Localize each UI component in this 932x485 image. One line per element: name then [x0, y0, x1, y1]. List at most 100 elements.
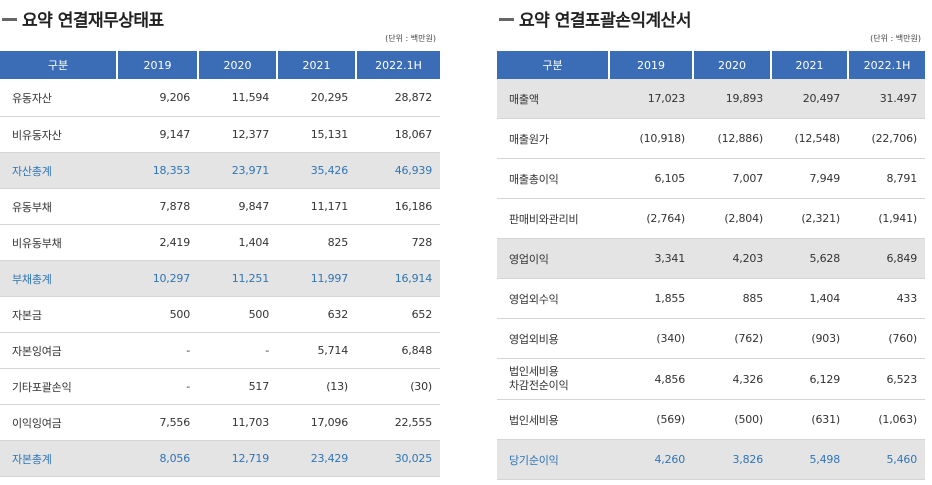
table-header-row: 구분 2019 2020 2021 2022.1H [0, 51, 440, 79]
row-label-line: 법인세비용 [509, 365, 559, 378]
cell-value: (569) [609, 399, 693, 440]
cell-value: 30,025 [356, 440, 440, 477]
cell-value: 1,404 [771, 278, 848, 319]
table-row: 매출액 17,023 19,893 20,497 31.497 [497, 79, 925, 119]
cell-value: 5,498 [771, 439, 848, 480]
table-row: 법인세비용 차감전순이익 4,856 4,326 6,129 6,523 [497, 358, 925, 400]
cell-value: 12,719 [198, 440, 277, 477]
income-statement-unit: (단위 : 백만원) [870, 34, 921, 43]
cell-value: 6,523 [848, 358, 925, 400]
cell-value: 7,878 [117, 188, 198, 225]
row-label: 비유동부채 [0, 224, 117, 261]
cell-value: 22,555 [356, 404, 440, 441]
cell-value: (762) [693, 318, 771, 359]
row-label: 자산총계 [0, 152, 117, 189]
row-label-line: 차감전순이익 [509, 379, 569, 392]
row-label: 법인세비용 차감전순이익 [497, 358, 609, 400]
cell-value: (12,886) [693, 118, 771, 159]
column-header: 2021 [276, 51, 356, 79]
cell-value: 6,848 [356, 332, 440, 369]
cell-value: 15,131 [277, 116, 356, 153]
cell-value: 885 [693, 278, 771, 319]
cell-value: 728 [356, 224, 440, 261]
cell-value: 7,556 [117, 404, 198, 441]
income-statement-title-text: 요약 연결포괄손익계산서 [519, 11, 691, 31]
cell-value: 8,056 [117, 440, 198, 477]
cell-value: 517 [198, 368, 277, 405]
cell-value: 20,497 [771, 79, 848, 119]
cell-value: 10,297 [117, 260, 198, 297]
cell-value: (10,918) [609, 118, 693, 159]
table-row: 당기순이익 4,260 3,826 5,498 5,460 [497, 439, 925, 480]
income-statement-title: 요약 연결포괄손익계산서 [499, 6, 691, 31]
table-row: 매출원가 (10,918) (12,886) (12,548) (22,706) [497, 118, 925, 159]
cell-value: 20,295 [277, 79, 356, 117]
cell-value: (2,321) [771, 198, 848, 239]
table-row: 이익잉여금 7,556 11,703 17,096 22,555 [0, 404, 440, 441]
cell-value: 23,429 [277, 440, 356, 477]
column-header: 구분 [497, 51, 609, 79]
income-statement-table: 구분 2019 2020 2021 2022.1H 매출액 17,023 19,89… [497, 51, 925, 480]
cell-value: 9,847 [198, 188, 277, 225]
cell-value: 16,186 [356, 188, 440, 225]
table-row: 영업이익 3,341 4,203 5,628 6,849 [497, 238, 925, 279]
cell-value: 433 [848, 278, 925, 319]
cell-value: 3,341 [609, 238, 693, 279]
cell-value: (760) [848, 318, 925, 359]
cell-value: 9,147 [117, 116, 198, 153]
table-row: 법인세비용 (569) (500) (631) (1,063) [497, 399, 925, 440]
cell-value: 11,594 [198, 79, 277, 117]
cell-value: 6,849 [848, 238, 925, 279]
cell-value: 500 [117, 296, 198, 333]
column-header: 2021 [770, 51, 848, 79]
row-label: 유동자산 [0, 79, 117, 117]
row-label: 자본총계 [0, 440, 117, 477]
row-label: 법인세비용 [497, 399, 609, 440]
cell-value: 23,971 [198, 152, 277, 189]
cell-value: 35,426 [277, 152, 356, 189]
table-row: 기타포괄손익 -517 (13) (30) [0, 368, 440, 405]
column-header: 2022.1H [847, 51, 925, 79]
cell-value: 1,855 [609, 278, 693, 319]
cell-value: 1,404 [198, 224, 277, 261]
cell-value: 4,260 [609, 439, 693, 480]
row-label: 매출액 [497, 79, 609, 119]
column-header: 2019 [116, 51, 198, 79]
cell-value: 652 [356, 296, 440, 333]
row-label: 판매비와관리비 [497, 198, 609, 239]
balance-sheet-title-text: 요약 연결재무상태표 [22, 11, 164, 31]
cell-value: (631) [771, 399, 848, 440]
row-label: 영업이익 [497, 238, 609, 279]
column-header: 2019 [608, 51, 693, 79]
balance-sheet-title: 요약 연결재무상태표 [2, 6, 164, 31]
column-header: 2020 [692, 51, 771, 79]
table-row: 유동부채 7,878 9,847 11,171 16,186 [0, 188, 440, 225]
cell-value: 17,096 [277, 404, 356, 441]
cell-value: (13) [277, 368, 356, 405]
cell-value: 17,023 [609, 79, 693, 119]
cell-value: 9,206 [117, 79, 198, 117]
row-label: 자본금 [0, 296, 117, 333]
cell-value: (22,706) [848, 118, 925, 159]
table-row: 자본금 500 500 632 652 [0, 296, 440, 333]
cell-value: 16,914 [356, 260, 440, 297]
cell-value: 18,353 [117, 152, 198, 189]
table-row: 영업외비용 (340) (762) (903) (760) [497, 318, 925, 359]
table-header-row: 구분 2019 2020 2021 2022.1H [497, 51, 925, 79]
cell-value: 5,460 [848, 439, 925, 480]
cell-value: 46,939 [356, 152, 440, 189]
cell-value: 11,703 [198, 404, 277, 441]
table-row: 비유동자산 9,147 12,377 15,131 18,067 [0, 116, 440, 153]
table-row: 자본총계 8,056 12,719 23,429 30,025 [0, 440, 440, 477]
balance-sheet-unit: (단위 : 백만원) [385, 34, 436, 43]
cell-value: 632 [277, 296, 356, 333]
table-row: 유동자산 9,206 11,594 20,295 28,872 [0, 79, 440, 117]
cell-value: 12,377 [198, 116, 277, 153]
cell-value: (2,764) [609, 198, 693, 239]
cell-value: 28,872 [356, 79, 440, 117]
column-header: 구분 [0, 51, 117, 79]
cell-value: 825 [277, 224, 356, 261]
cell-value: 11,997 [277, 260, 356, 297]
cell-value: (1,063) [848, 399, 925, 440]
cell-value: 11,171 [277, 188, 356, 225]
